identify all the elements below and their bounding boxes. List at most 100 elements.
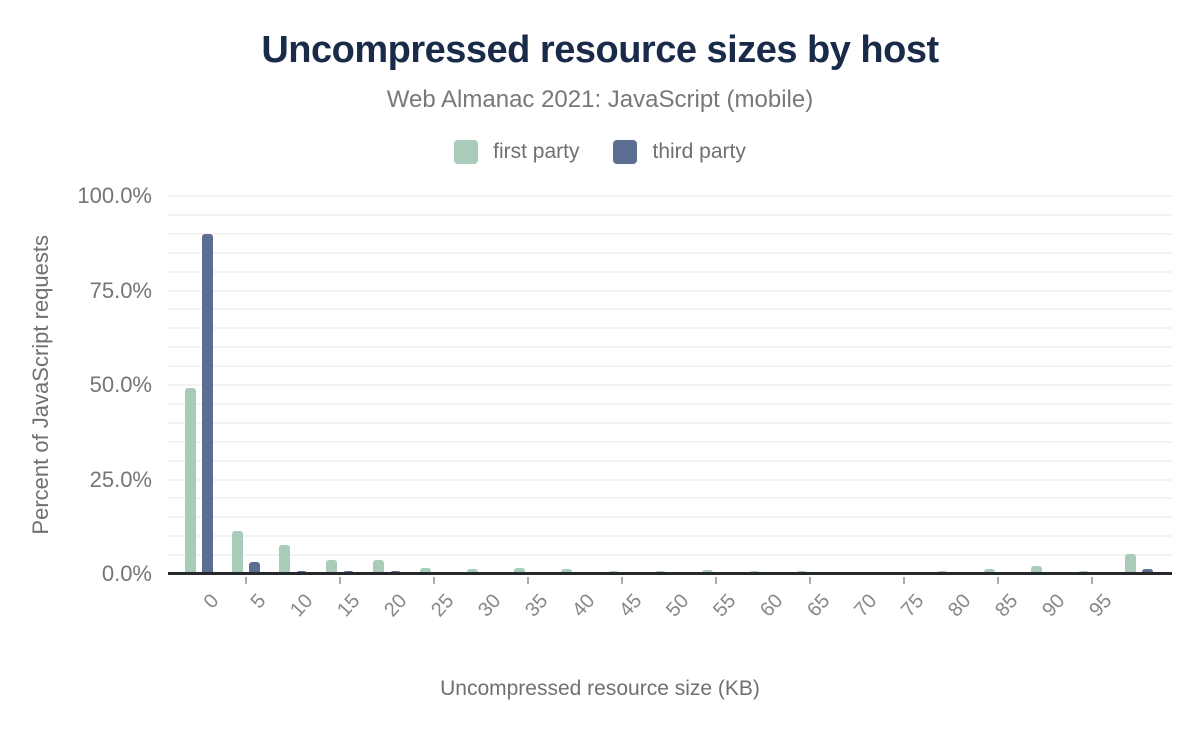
bar-first-party [325, 559, 337, 574]
x-tick-label: 35 [520, 590, 553, 622]
gridline [168, 516, 1172, 519]
third-party-swatch-icon [613, 140, 638, 164]
gridline [168, 554, 1172, 557]
bar-first-party [1125, 553, 1137, 574]
bar-third-party [201, 234, 213, 574]
bar-group [928, 196, 975, 574]
bar-first-party [513, 567, 525, 574]
gridline [168, 195, 1172, 197]
bar-first-party [231, 530, 243, 574]
x-tick-label: 55 [709, 590, 741, 622]
x-axis-title: Uncompressed resource size (KB) [440, 677, 760, 700]
x-tick-label: 75 [897, 590, 929, 622]
bar-first-party [372, 560, 384, 574]
chart-subtitle: Web Almanac 2021: JavaScript (mobile) [386, 86, 814, 113]
bar-group [222, 196, 269, 574]
gridline [168, 346, 1172, 349]
bar-group [834, 196, 881, 574]
gridline [168, 327, 1172, 330]
gridline [168, 213, 1172, 216]
chart-title: Uncompressed resource sizes by host [261, 29, 939, 71]
x-tick-label: 45 [615, 590, 647, 622]
gridline [168, 402, 1172, 405]
legend-item-first-party: first party [454, 140, 579, 164]
x-tick-label: 30 [473, 590, 506, 622]
x-axis-tick [432, 577, 435, 584]
gridline [168, 270, 1172, 273]
bar-group [975, 196, 1022, 574]
x-axis-tick [338, 577, 341, 584]
x-axis-tick [620, 577, 623, 584]
bar-first-party [466, 569, 478, 574]
x-tick-label: 50 [662, 590, 694, 622]
x-tick-label: 25 [426, 590, 459, 622]
gridline [168, 440, 1172, 443]
bar-group [175, 196, 222, 574]
bar-group [363, 196, 410, 574]
bands [175, 196, 1163, 574]
bar-group [504, 196, 551, 574]
x-tick-label: 20 [379, 590, 412, 622]
bar-group [1116, 196, 1163, 574]
x-axis-tick [244, 577, 247, 584]
gridline [168, 535, 1172, 538]
plot-area: 0 5 10 15 20 25 30 35 40 45 50 55 60 65 70 75 80 85 90 95 [168, 195, 1172, 621]
legend-item-third-party: third party [613, 140, 746, 164]
bar-first-party [278, 544, 290, 574]
x-axis-tick [1091, 577, 1094, 584]
x-tick-label: 0 [199, 590, 223, 613]
x-tick-label: 15 [332, 590, 365, 622]
x-tick-label: 10 [285, 590, 317, 622]
y-tick-label: 25.0% [89, 466, 152, 492]
bar-first-party [419, 567, 431, 574]
x-tick-label: 80 [944, 590, 976, 622]
bar-third-party [1142, 569, 1154, 574]
legend-label: first party [493, 140, 580, 163]
bar-first-party [184, 388, 196, 574]
bar-group [316, 196, 363, 574]
bar-group [598, 196, 645, 574]
y-tick-label: 0.0% [101, 561, 152, 586]
x-axis-tick [809, 577, 812, 584]
x-axis-tick [715, 577, 718, 584]
gridline [168, 497, 1172, 500]
bar-group [881, 196, 928, 574]
bar-group [410, 196, 457, 574]
y-axis-ticks: 100.0% 75.0% 50.0% 25.0% 0.0% [0, 183, 160, 586]
gridline [168, 459, 1172, 462]
bar-group [693, 196, 740, 574]
grid-layer [168, 195, 1172, 574]
x-axis-tick [997, 577, 1000, 584]
bar-group [551, 196, 598, 574]
y-tick-label: 50.0% [89, 372, 152, 397]
gridline [168, 308, 1172, 311]
bar-group [269, 196, 316, 574]
bar-group [787, 196, 834, 574]
bar-first-party [1031, 566, 1043, 574]
gridline [168, 421, 1172, 424]
x-tick-label: 70 [850, 590, 882, 622]
x-axis-tick [526, 577, 529, 584]
gridline [168, 478, 1172, 481]
gridline [168, 289, 1172, 292]
x-axis-line [168, 572, 1172, 575]
gridline [168, 365, 1172, 368]
bar-third-party [248, 561, 260, 574]
gridline [168, 251, 1172, 254]
x-tick-label: 60 [756, 590, 788, 622]
x-tick-label: 90 [1038, 590, 1070, 622]
bar-group [1022, 196, 1069, 574]
x-tick-label: 95 [1085, 590, 1117, 622]
x-tick-label: 5 [246, 590, 270, 613]
x-tick-label: 65 [803, 590, 835, 622]
y-tick-label: 100.0% [77, 183, 152, 208]
legend: first party third party [0, 140, 1200, 164]
y-tick-label: 75.0% [89, 277, 152, 303]
bar-first-party [984, 569, 996, 574]
bar-first-party [560, 569, 572, 574]
first-party-swatch-icon [454, 140, 479, 164]
x-tick-label: 85 [991, 590, 1023, 622]
x-axis-tick [903, 577, 906, 584]
gridline [168, 384, 1172, 386]
bar-group [457, 196, 504, 574]
